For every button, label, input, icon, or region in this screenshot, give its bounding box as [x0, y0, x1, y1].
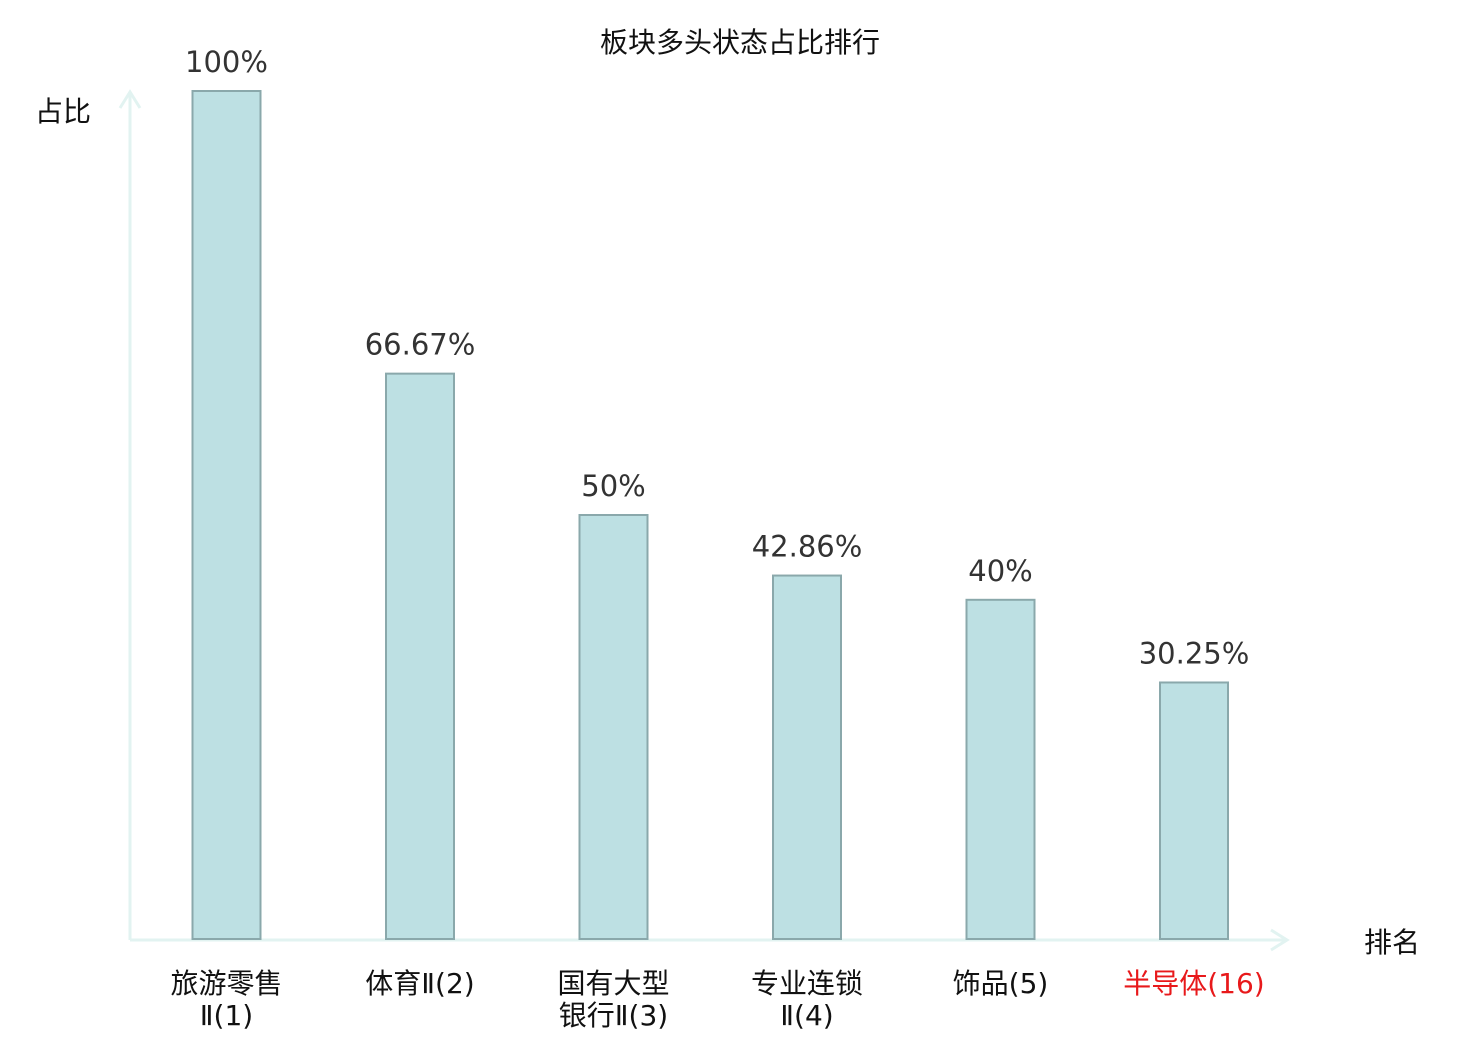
category-tick-label: Ⅱ(4): [780, 999, 833, 1032]
y-axis-label: 占比: [35, 95, 91, 128]
bar-value-label: 40%: [968, 554, 1032, 588]
x-axis-arrow: [1270, 928, 1290, 952]
axes: [118, 89, 1290, 952]
x-axis-label: 排名: [1364, 926, 1420, 959]
bar: [965, 598, 1036, 940]
category-tick-label: 专业连锁: [751, 967, 863, 1000]
value-labels: 100% 66.67% 50% 42.86% 40% 30.25%: [185, 45, 1249, 670]
bar-value-label: 42.86%: [752, 530, 863, 564]
bar-value-label: 50%: [581, 469, 645, 503]
category-tick-label: 饰品(5): [953, 967, 1049, 1000]
bar-value-label: 30.25%: [1139, 636, 1250, 670]
bars: [191, 90, 1229, 940]
bar-value-label: 100%: [185, 45, 268, 79]
chart-title: 板块多头状态占比排行: [600, 26, 880, 59]
category-tick-label: 银行Ⅱ(3): [559, 999, 668, 1032]
bar: [385, 372, 455, 940]
category-tick-label: 半导体(16): [1123, 967, 1264, 1000]
bar: [578, 514, 649, 940]
y-axis-arrow: [118, 89, 142, 109]
category-tick-label: 国有大型: [557, 967, 669, 1000]
bar: [772, 574, 842, 940]
bar: [191, 90, 262, 940]
category-tick-label: Ⅱ(1): [200, 999, 253, 1032]
category-tick-label: 旅游零售: [170, 967, 282, 1000]
bar-value-label: 66.67%: [365, 328, 476, 362]
category-tick-label: 体育Ⅱ(2): [365, 967, 474, 1000]
bar: [1159, 681, 1229, 940]
